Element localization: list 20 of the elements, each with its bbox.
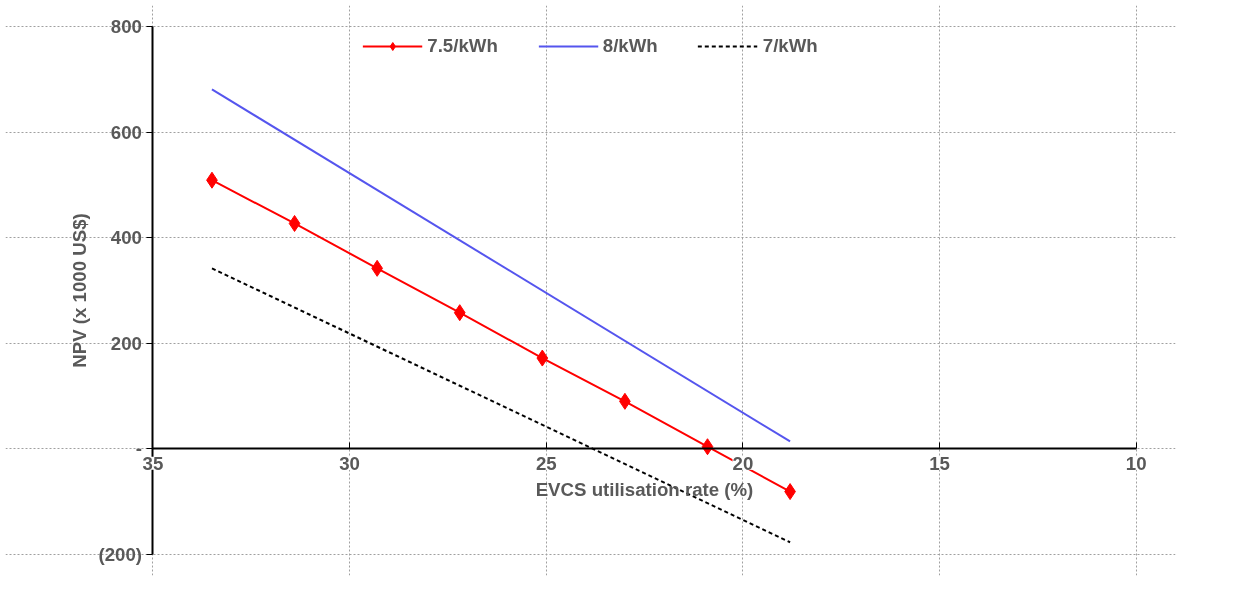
point — [453, 304, 466, 322]
legend-label: 8/kWh — [602, 35, 658, 57]
y-tick-label: (200) — [98, 543, 142, 565]
legend-label: 7/kWh — [762, 35, 818, 57]
x-tick-label: 30 — [339, 452, 361, 474]
y-tick-label: - — [135, 438, 142, 460]
x-tick-label: 20 — [732, 452, 754, 474]
y-tick-label: 400 — [110, 227, 142, 249]
x-axis-title: EVCS utilisation rate (%) — [535, 478, 754, 500]
x-tick-label: 35 — [142, 452, 164, 474]
legend-label: 7.5/kWh — [427, 35, 498, 57]
y-tick-label: 800 — [110, 16, 142, 38]
x-tick-label: 25 — [535, 452, 557, 474]
x-tick-label: 10 — [1125, 452, 1147, 474]
y-tick-label: 600 — [110, 121, 142, 143]
point — [536, 349, 549, 367]
point — [288, 214, 301, 232]
y-axis-title: NPV (x 1000 US$) — [68, 213, 90, 368]
y-tick-label: 200 — [110, 332, 142, 354]
x-tick-label: 15 — [929, 452, 950, 474]
